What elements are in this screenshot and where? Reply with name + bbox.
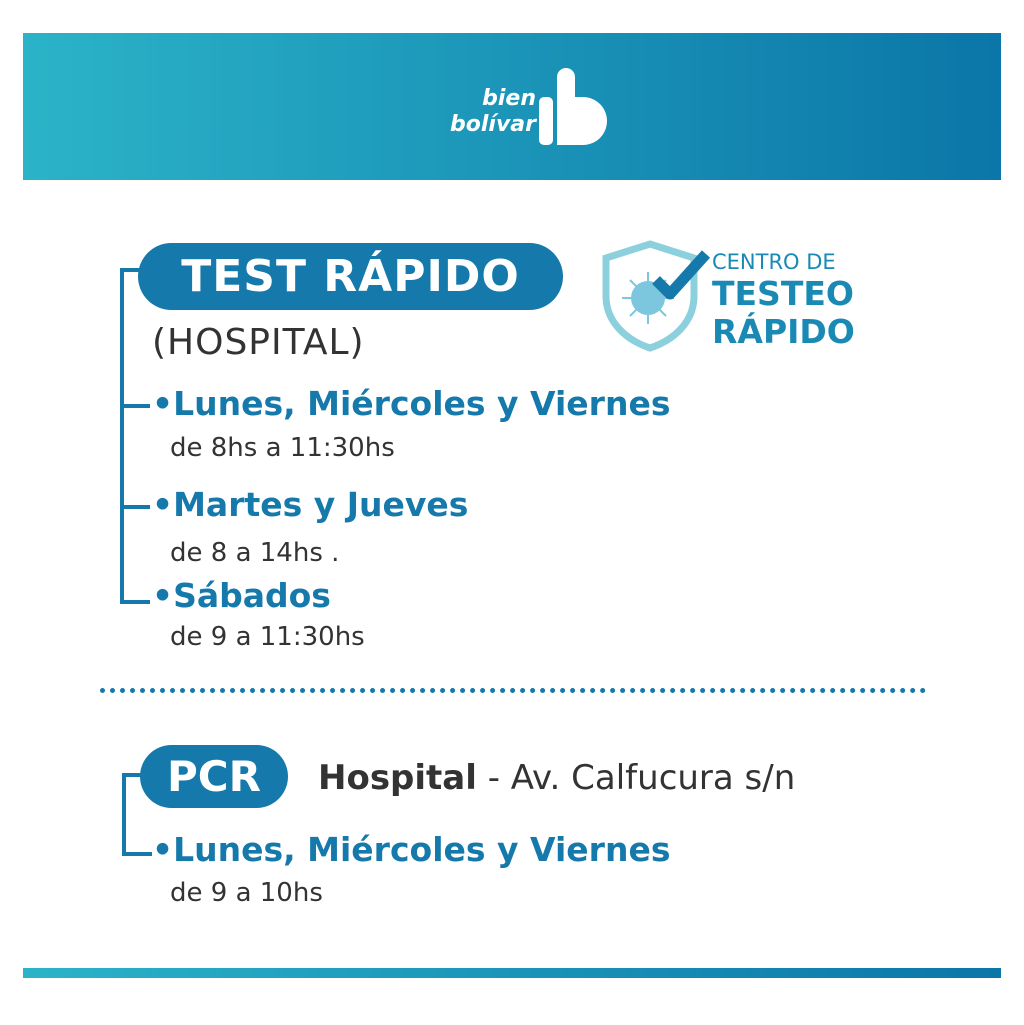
bracket-tick (120, 505, 150, 509)
schedule-days: •Lunes, Miércoles y Viernes (152, 830, 671, 869)
badge-line-2: TESTEO (712, 274, 854, 313)
location-label: (HOSPITAL) (152, 322, 365, 363)
bracket-tick (120, 268, 140, 272)
schedule-days: •Sábados (152, 576, 331, 615)
bracket-line (122, 775, 126, 855)
schedule-hours: de 9 a 10hs (170, 878, 323, 908)
header-banner (23, 33, 1001, 180)
logo-line-2: bolívar (450, 112, 536, 137)
pcr-location: Hospital - Av. Calfucura s/n (318, 758, 795, 798)
testing-center-badge: CENTRO DE TESTEO RÁPIDO (600, 240, 855, 356)
pcr-place: Hospital (318, 758, 477, 798)
test-rapido-title: TEST RÁPIDO (138, 243, 563, 310)
bracket-tick (122, 773, 142, 777)
shield-check-virus-icon (602, 240, 711, 352)
badge-line-1: CENTRO DE (712, 250, 836, 274)
bracket-tick (120, 600, 150, 604)
schedule-days: •Martes y Jueves (152, 485, 469, 524)
dotted-divider (100, 688, 926, 693)
schedule-hours: de 8 a 14hs . (170, 538, 340, 568)
badge-line-3: RÁPIDO (712, 312, 855, 351)
thumbs-up-logo-icon (539, 68, 607, 145)
schedule-hours: de 8hs a 11:30hs (170, 433, 395, 463)
bracket-line (120, 270, 124, 604)
logo-text: bien bolívar (416, 86, 536, 138)
bracket-tick (122, 852, 152, 856)
pcr-address: - Av. Calfucura s/n (476, 758, 796, 798)
pcr-title: PCR (140, 745, 288, 808)
bottom-bar (23, 968, 1001, 978)
schedule-days: •Lunes, Miércoles y Viernes (152, 384, 671, 423)
logo-line-1: bien (482, 86, 536, 111)
schedule-hours: de 9 a 11:30hs (170, 622, 365, 652)
bracket-tick (120, 404, 150, 408)
